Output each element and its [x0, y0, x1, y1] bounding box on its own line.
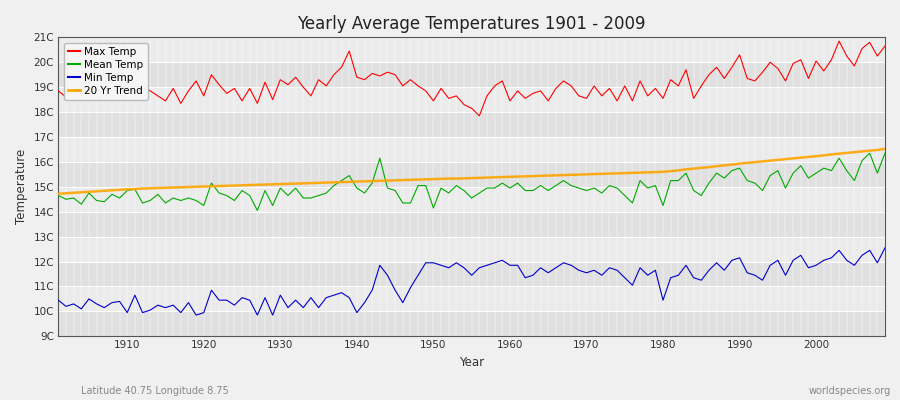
- Bar: [58, 162, 885, 187]
- Bar: [58, 112, 885, 137]
- Bar: [58, 37, 885, 62]
- Bar: [58, 286, 885, 311]
- Bar: [58, 87, 885, 112]
- Text: worldspecies.org: worldspecies.org: [809, 386, 891, 396]
- Bar: [58, 187, 885, 212]
- Title: Yearly Average Temperatures 1901 - 2009: Yearly Average Temperatures 1901 - 2009: [297, 15, 646, 33]
- X-axis label: Year: Year: [459, 356, 484, 369]
- Bar: [58, 237, 885, 262]
- Bar: [58, 311, 885, 336]
- Bar: [58, 137, 885, 162]
- Legend: Max Temp, Mean Temp, Min Temp, 20 Yr Trend: Max Temp, Mean Temp, Min Temp, 20 Yr Tre…: [64, 42, 148, 100]
- Bar: [58, 62, 885, 87]
- Text: Latitude 40.75 Longitude 8.75: Latitude 40.75 Longitude 8.75: [81, 386, 229, 396]
- Bar: [58, 212, 885, 237]
- Bar: [58, 262, 885, 286]
- Y-axis label: Temperature: Temperature: [15, 149, 28, 224]
